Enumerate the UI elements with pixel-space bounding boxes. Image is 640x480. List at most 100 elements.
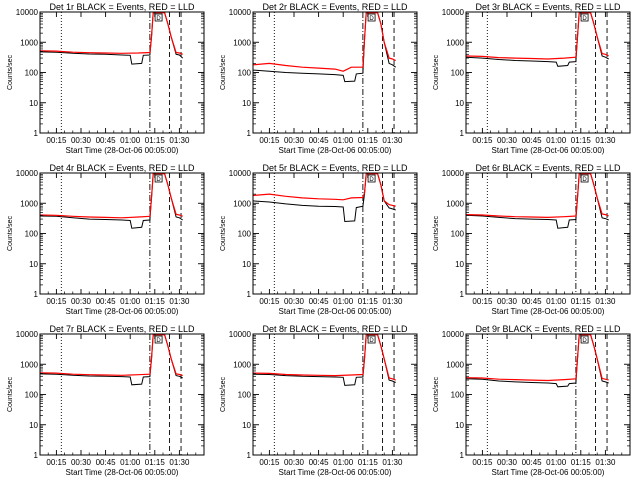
y-tick-label: 10000 — [442, 8, 465, 17]
x-tick-label: 01:15 — [358, 136, 379, 145]
y-tick-label: 100 — [451, 391, 465, 400]
x-axis-label: Start Time (28-Oct-06 00:05:00) — [279, 307, 392, 316]
x-axis-label: Start Time (28-Oct-06 00:05:00) — [279, 146, 392, 155]
chart-title: Det 9r BLACK = Events, RED = LLD — [475, 324, 621, 334]
x-tick-label: 01:00 — [120, 458, 141, 467]
plot-frame — [39, 11, 205, 134]
y-tick-label: 1 — [247, 129, 252, 138]
x-tick-label: 00:45 — [96, 297, 117, 306]
x-tick-label: 00:45 — [522, 297, 543, 306]
y-tick-label: 10000 — [16, 169, 39, 178]
x-tick-label: 00:30 — [497, 297, 518, 306]
y-tick-label: 1000 — [20, 199, 38, 208]
series-events-line — [253, 12, 396, 83]
y-tick-label: 10 — [455, 421, 464, 430]
x-axis-label: Start Time (28-Oct-06 00:05:00) — [279, 468, 392, 477]
x-tick-label: 00:15 — [472, 297, 493, 306]
chart-title: Det 1r BLACK = Events, RED = LLD — [49, 2, 195, 12]
series-lld-line — [253, 173, 396, 207]
x-tick-label: 01:15 — [145, 136, 166, 145]
marker-box — [367, 13, 376, 22]
chart-title: Det 5r BLACK = Events, RED = LLD — [262, 163, 408, 173]
x-tick-label: 01:00 — [333, 136, 354, 145]
y-tick-label: 1000 — [446, 199, 464, 208]
y-tick-label: 1 — [34, 451, 39, 460]
series-lld-line — [253, 334, 396, 381]
y-tick-label: 100 — [451, 69, 465, 78]
y-tick-label: 10000 — [442, 169, 465, 178]
y-axis-label: Counts/sec — [220, 376, 227, 412]
x-tick-label: 00:15 — [46, 297, 67, 306]
x-tick-label: 01:30 — [169, 136, 190, 145]
marker-label: D — [582, 177, 587, 183]
plot-frame — [465, 11, 631, 134]
y-tick-label: 100 — [238, 391, 252, 400]
marker-box — [154, 13, 163, 22]
chart-panel-8: Det 8r BLACK = Events, RED = LLD D 1 10 100 1… — [220, 324, 418, 477]
x-tick-label: 01:30 — [382, 136, 403, 145]
x-tick-label: 00:30 — [284, 297, 305, 306]
plot-frame — [252, 172, 418, 295]
x-axis-label: Start Time (28-Oct-06 00:05:00) — [66, 468, 179, 477]
y-axis-label: Counts/sec — [433, 376, 440, 412]
y-tick-label: 1000 — [233, 199, 251, 208]
y-tick-label: 100 — [25, 230, 39, 239]
x-tick-label: 01:30 — [595, 458, 616, 467]
chart-panel-1: Det 1r BLACK = Events, RED = LLD D 1 10 100 1… — [7, 2, 205, 155]
y-tick-label: 10000 — [16, 330, 39, 339]
x-tick-label: 00:30 — [71, 458, 92, 467]
chart-title: Det 2r BLACK = Events, RED = LLD — [262, 2, 408, 12]
series-lld-line — [253, 12, 396, 72]
y-axis-label: Counts/sec — [7, 215, 14, 251]
x-tick-label: 00:45 — [96, 136, 117, 145]
series-lld-line — [466, 12, 609, 60]
chart-panel-4: Det 4r BLACK = Events, RED = LLD D 1 10 100 1… — [7, 163, 205, 316]
x-tick-label: 00:45 — [309, 136, 330, 145]
chart-panel-6: Det 6r BLACK = Events, RED = LLD D 1 10 100 1… — [433, 163, 631, 316]
plot-frame — [252, 333, 418, 456]
marker-label: D — [369, 16, 374, 22]
x-tick-label: 01:30 — [595, 297, 616, 306]
x-tick-label: 01:15 — [358, 458, 379, 467]
y-axis-label: Counts/sec — [220, 215, 227, 251]
x-tick-label: 00:15 — [46, 458, 67, 467]
x-tick-label: 01:30 — [382, 297, 403, 306]
x-tick-label: 00:30 — [497, 458, 518, 467]
x-tick-label: 00:30 — [284, 136, 305, 145]
y-tick-label: 1 — [460, 290, 465, 299]
y-tick-label: 1000 — [20, 38, 38, 47]
y-tick-label: 1 — [460, 129, 465, 138]
x-tick-label: 00:15 — [472, 136, 493, 145]
y-tick-label: 10 — [242, 421, 251, 430]
y-tick-label: 10 — [242, 260, 251, 269]
x-tick-label: 01:00 — [546, 458, 567, 467]
x-axis-label: Start Time (28-Oct-06 00:05:00) — [66, 146, 179, 155]
y-tick-label: 10 — [242, 99, 251, 108]
y-tick-label: 100 — [25, 391, 39, 400]
chart-title: Det 8r BLACK = Events, RED = LLD — [262, 324, 408, 334]
marker-box — [367, 335, 376, 344]
marker-label: D — [156, 338, 161, 344]
y-tick-label: 10000 — [16, 8, 39, 17]
y-axis-label: Counts/sec — [433, 215, 440, 251]
y-tick-label: 1 — [247, 451, 252, 460]
marker-label: D — [156, 177, 161, 183]
x-tick-label: 00:45 — [96, 458, 117, 467]
series-lld-line — [40, 334, 183, 377]
y-tick-label: 1000 — [233, 360, 251, 369]
x-tick-label: 01:00 — [546, 297, 567, 306]
marker-label: D — [369, 338, 374, 344]
x-tick-label: 00:45 — [522, 136, 543, 145]
y-tick-label: 1000 — [20, 360, 38, 369]
x-tick-label: 01:15 — [358, 297, 379, 306]
plot-frame — [465, 333, 631, 456]
y-tick-label: 1 — [460, 451, 465, 460]
x-axis-label: Start Time (28-Oct-06 00:05:00) — [66, 307, 179, 316]
x-tick-label: 00:30 — [71, 297, 92, 306]
y-axis-label: Counts/sec — [433, 54, 440, 90]
x-axis-label: Start Time (28-Oct-06 00:05:00) — [492, 146, 605, 155]
marker-label: D — [156, 16, 161, 22]
y-tick-label: 10000 — [442, 330, 465, 339]
y-tick-label: 1000 — [446, 38, 464, 47]
series-lld-line — [466, 334, 609, 382]
